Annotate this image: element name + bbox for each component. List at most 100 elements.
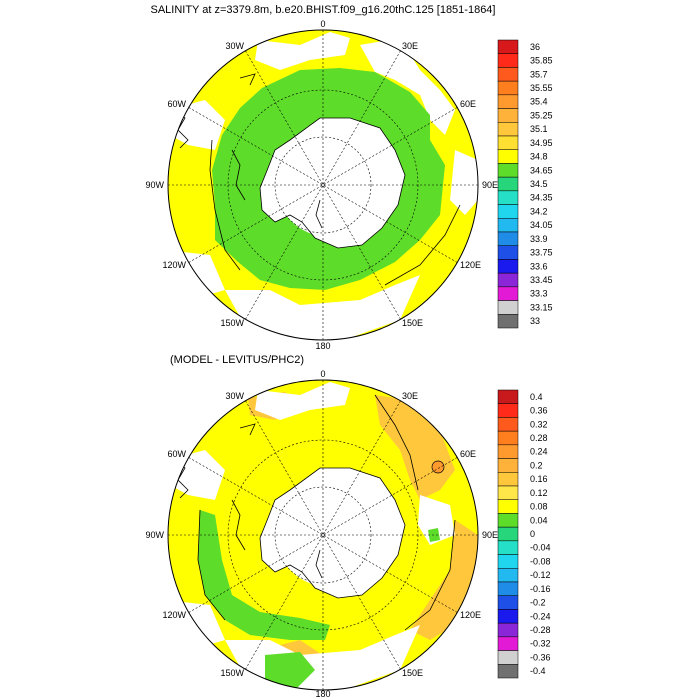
missing-region [418, 495, 455, 545]
lon-label: 150E [402, 318, 423, 328]
missing-region [360, 38, 455, 135]
lon-labels: 0 30E 60E 90E 120E 150E 180 150W 120W 90… [145, 19, 498, 351]
colorbar-label: -0.04 [530, 543, 551, 553]
colorbar-box [497, 218, 519, 233]
graticule [168, 380, 478, 690]
contour-line [384, 204, 461, 286]
lon-label: 60W [167, 99, 186, 109]
panel-difference: (MODEL - LEVITUS/PHC2) [145, 354, 550, 699]
negative-patch [198, 510, 330, 640]
colorbar-box [497, 108, 519, 123]
lon-label: 180 [315, 341, 330, 351]
colorbar-box [497, 622, 519, 638]
colorbar-box [497, 650, 519, 665]
colorbar-box [497, 609, 519, 624]
colorbar-label: -0.28 [530, 625, 551, 635]
colorbar-box [497, 499, 519, 514]
colorbar-label: 0.4 [530, 392, 543, 402]
lon-label: 90E [482, 530, 498, 540]
colorbar-box [497, 472, 519, 487]
colorbar-box [497, 149, 519, 164]
colorbar-label: -0.4 [530, 666, 546, 676]
colorbar-box [497, 286, 519, 301]
colorbar-box [497, 259, 519, 274]
positive-patch [431, 460, 445, 474]
colorbar-box [497, 80, 519, 96]
colorbar-label: 34.95 [530, 138, 553, 148]
colorbar-label: -0.32 [530, 639, 551, 649]
colorbar: 36 35.85 35.7 35.55 35.4 35.25 35.1 34.95 34.8 34… [497, 39, 553, 329]
colorbar-label: 33.15 [530, 302, 553, 312]
colorbar-box [497, 485, 519, 500]
positive-patch [375, 395, 455, 500]
colorbar-box [497, 540, 519, 555]
colorbar-label: 35.4 [530, 97, 548, 107]
colorbar-label: 0.08 [530, 502, 548, 512]
lon-label: 0 [320, 369, 325, 379]
colorbar-box [497, 389, 519, 404]
colorbar-label: 0.04 [530, 515, 548, 525]
colorbar-label: 0.16 [530, 474, 548, 484]
lon-label: 120E [460, 610, 481, 620]
colorbar-label: -0.16 [530, 584, 551, 594]
colorbar-box [497, 135, 519, 150]
panel-salinity: SALINITY at z=3379.8m, b.e20.BHIST.f09_g… [145, 4, 552, 351]
contour-line [209, 139, 241, 271]
colorbar-box [497, 122, 519, 137]
colorbar-label: 34.05 [530, 220, 553, 230]
colorbar-label: 33 [530, 316, 540, 326]
lon-label: 120W [162, 610, 186, 620]
missing-region [225, 275, 420, 340]
colorbar-label: 33.9 [530, 234, 548, 244]
colorbar-box [497, 417, 519, 432]
colorbar-box [497, 636, 519, 651]
colorbar-box [497, 272, 519, 288]
colorbar: 0.4 0.36 0.32 0.28 0.24 0.2 0.16 0.12 0.08 0.04 0 -… [497, 389, 551, 679]
chart-title: (MODEL - LEVITUS/PHC2) [170, 354, 304, 366]
colorbar-box [497, 526, 519, 542]
colorbar-box [497, 581, 519, 596]
colorbar-label: 33.45 [530, 275, 553, 285]
colorbar-label: 0 [530, 529, 535, 539]
colorbar-box [497, 39, 519, 54]
lon-label: 60W [167, 449, 186, 459]
lon-label: 90W [145, 530, 164, 540]
colorbar-label: 34.2 [530, 206, 548, 216]
colorbar-box [497, 245, 519, 260]
colorbar-box [497, 176, 519, 192]
continent-outline [231, 499, 323, 579]
colorbar-box [497, 403, 519, 418]
missing-region [450, 150, 478, 215]
missing-region [255, 382, 350, 420]
colorbar-label: 35.55 [530, 83, 553, 93]
lon-label: 90E [482, 180, 498, 190]
lon-label: 90W [145, 180, 164, 190]
colorbar-label: 0.12 [530, 488, 548, 498]
colorbar-label: 33.6 [530, 261, 548, 271]
map-border [167, 29, 479, 341]
contour-line [374, 394, 419, 491]
colorbar-label: 36 [530, 42, 540, 52]
colorbar-box [497, 444, 519, 459]
contour-line [197, 509, 226, 621]
colorbar-label: -0.24 [530, 611, 551, 621]
colorbar-box [497, 67, 519, 82]
colorbar-box [497, 664, 519, 679]
colorbar-box [497, 554, 519, 569]
colorbar-label: 0.32 [530, 419, 548, 429]
antarctica [259, 117, 406, 249]
lon-label: 150E [402, 668, 423, 678]
lon-labels: 0 30E 60E 90E 120E 150E 180 150W 120W 90… [145, 369, 498, 699]
colorbar-box [497, 204, 519, 219]
continent-outline [231, 149, 323, 229]
colorbar-label: 0.2 [530, 460, 543, 470]
colorbar-box [497, 568, 519, 583]
lon-label: 120E [460, 260, 481, 270]
colorbar-box [497, 94, 519, 109]
contour-line [404, 519, 456, 631]
antarctica [259, 467, 406, 599]
lon-label: 30E [402, 41, 418, 51]
lon-label: 180 [315, 689, 330, 699]
map-border [167, 379, 479, 691]
